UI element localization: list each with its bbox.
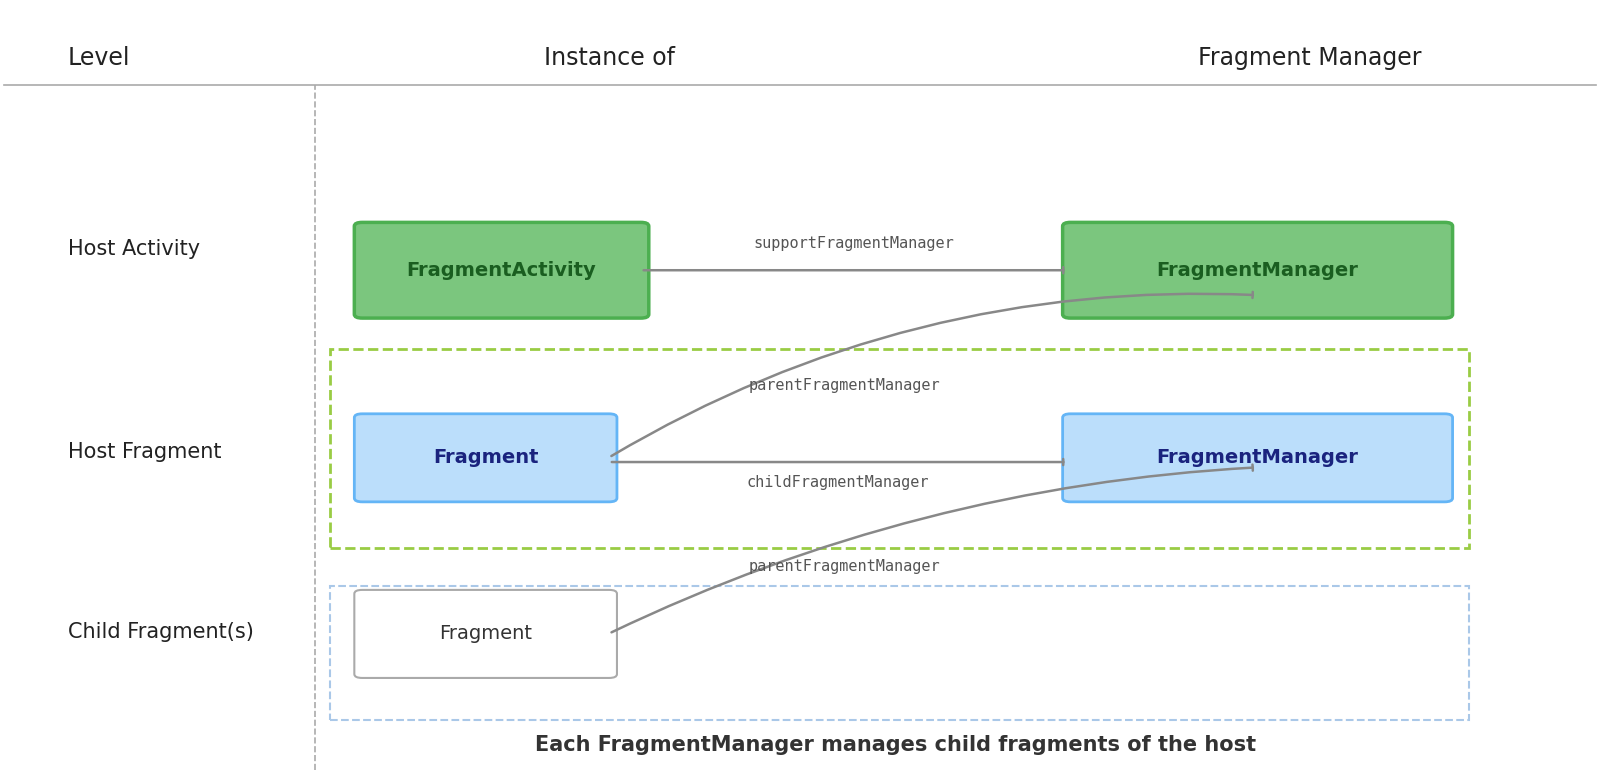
Text: parentFragmentManager: parentFragmentManager (749, 560, 941, 574)
FancyBboxPatch shape (354, 414, 618, 502)
Text: Child Fragment(s): Child Fragment(s) (67, 622, 254, 642)
Bar (331, 349, 1469, 548)
Text: childFragmentManager: childFragmentManager (747, 475, 930, 490)
FancyBboxPatch shape (354, 222, 648, 318)
Text: Fragment Manager: Fragment Manager (1197, 46, 1421, 70)
Bar (331, 586, 1469, 720)
FancyBboxPatch shape (1062, 222, 1453, 318)
Text: FragmentManager: FragmentManager (1157, 261, 1358, 279)
Text: Host Fragment: Host Fragment (67, 442, 221, 462)
Text: FragmentActivity: FragmentActivity (406, 261, 597, 279)
Text: Level: Level (67, 46, 130, 70)
FancyBboxPatch shape (1062, 414, 1453, 502)
Text: Fragment: Fragment (434, 448, 538, 467)
Text: Fragment: Fragment (438, 625, 533, 643)
FancyBboxPatch shape (354, 590, 618, 678)
Text: Each FragmentManager manages child fragments of the host: Each FragmentManager manages child fragm… (534, 735, 1256, 755)
Text: supportFragmentManager: supportFragmentManager (754, 235, 955, 251)
Text: Instance of: Instance of (544, 46, 675, 70)
Text: parentFragmentManager: parentFragmentManager (749, 378, 941, 393)
Text: FragmentManager: FragmentManager (1157, 448, 1358, 467)
Text: Host Activity: Host Activity (67, 239, 200, 259)
